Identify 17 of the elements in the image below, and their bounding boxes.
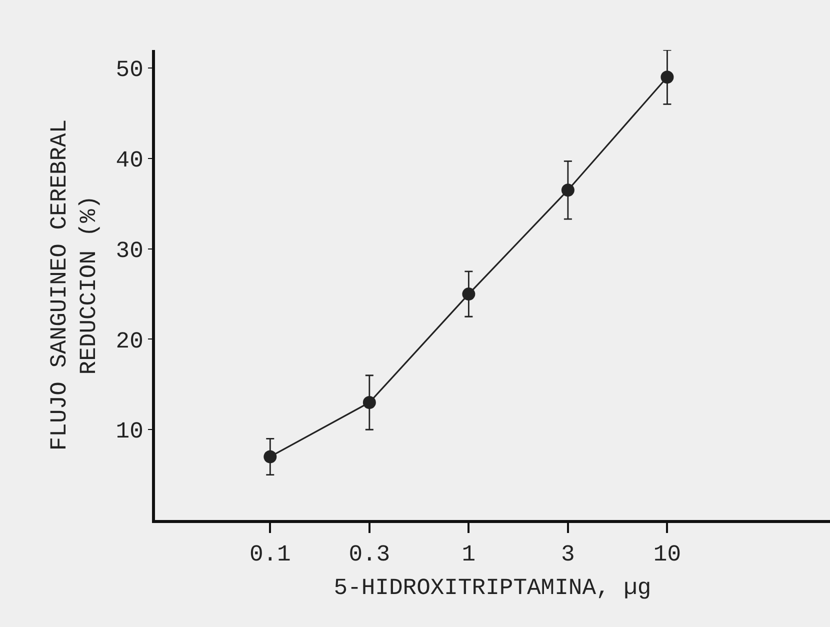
y-tick-label: 10 bbox=[116, 418, 144, 445]
x-tick-label: 10 bbox=[653, 542, 682, 568]
x-axis-title: 5-HIDROXITRIPTAMINA, µg bbox=[334, 575, 652, 602]
point bbox=[462, 288, 476, 301]
point bbox=[264, 450, 277, 464]
point bbox=[561, 184, 574, 197]
x-tick-label: 0.3 bbox=[348, 542, 390, 568]
y-tick-label: 40 bbox=[116, 148, 144, 174]
y-tick-label: 50 bbox=[116, 57, 144, 84]
x-tick-label: 0.1 bbox=[249, 542, 291, 568]
point bbox=[362, 396, 376, 409]
y-axis-title: FLUJO SANGUINEO CEREBRAL REDUCCION (%) bbox=[46, 119, 102, 451]
x-tick-label: 3 bbox=[561, 542, 575, 568]
point bbox=[660, 70, 674, 84]
x-tick-label: 1 bbox=[462, 542, 476, 568]
y-tick-label: 30 bbox=[116, 238, 144, 264]
y-tick-label: 20 bbox=[116, 328, 144, 354]
